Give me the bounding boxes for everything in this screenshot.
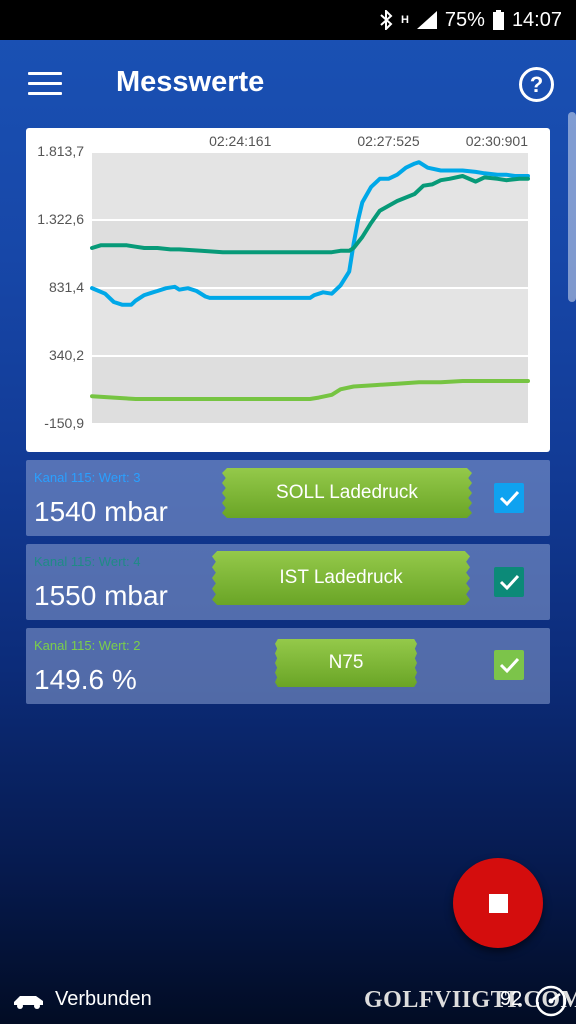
line-chart: 1.813,7 1.322,6 831,4 340,2 -150,9 02:24:161 0… [37, 133, 530, 431]
channel-name-button[interactable]: N75 [275, 639, 417, 687]
bottom-bar: Verbunden GOLFVIIGTI.COM 92 [0, 980, 576, 1024]
check-icon [499, 657, 520, 674]
gauge-icon[interactable] [534, 984, 568, 1023]
series-line-3 [90, 379, 530, 401]
channel-checkbox[interactable] [494, 567, 524, 597]
plot-band [92, 356, 528, 424]
y-tick-label: 1.322,6 [37, 211, 84, 227]
y-tick-label: -150,9 [44, 415, 84, 431]
series-line-1 [90, 160, 530, 307]
channel-label: Kanal 115: Wert: 4 [34, 554, 141, 569]
signal-icon [416, 11, 437, 29]
channel-row: Kanal 115: Wert: 4 1550 mbar IST Ladedru… [26, 544, 550, 620]
channel-name-button[interactable]: SOLL Ladedruck [222, 468, 472, 518]
x-tick-label: 02:27:525 [357, 133, 419, 149]
y-tick-label: 1.813,7 [37, 143, 84, 159]
bluetooth-icon [379, 10, 393, 30]
channel-checkbox[interactable] [494, 650, 524, 680]
channel-name-button[interactable]: IST Ladedruck [212, 551, 470, 605]
counter: 92 [500, 988, 523, 1010]
y-tick-label: 340,2 [49, 347, 84, 363]
channel-checkbox[interactable] [494, 483, 524, 513]
car-icon [12, 988, 46, 1015]
plot-band [92, 152, 528, 220]
channel-row: Kanal 115: Wert: 2 149.6 % N75 [26, 628, 550, 704]
series-line-2 [90, 174, 530, 255]
battery-icon [492, 10, 504, 30]
check-icon [499, 574, 520, 591]
app-bar: Messwerte ? [0, 40, 576, 130]
channel-label: Kanal 115: Wert: 3 [34, 470, 141, 485]
channel-value: 1550 mbar [34, 580, 168, 611]
x-tick-label: 02:24:161 [209, 133, 271, 149]
x-tick-label: 02:30:901 [466, 133, 528, 149]
stop-recording-button[interactable] [453, 858, 543, 948]
help-icon[interactable]: ? [519, 67, 554, 102]
page-title: Messwerte [116, 66, 265, 98]
y-tick-label: 831,4 [49, 279, 84, 295]
channel-row: Kanal 115: Wert: 3 1540 mbar SOLL Ladedr… [26, 460, 550, 536]
stop-icon [489, 894, 508, 913]
channel-value: 1540 mbar [34, 496, 168, 527]
menu-icon[interactable] [28, 72, 62, 98]
channel-value: 149.6 % [34, 664, 137, 695]
network-type-icon: H [400, 14, 409, 26]
status-bar: H 75% 14:07 [0, 0, 576, 40]
check-icon [499, 490, 520, 507]
scrollbar[interactable] [568, 112, 576, 302]
chart-card: 1.813,7 1.322,6 831,4 340,2 -150,9 02:24:161 0… [26, 128, 550, 452]
battery-percent: 75% [444, 8, 485, 31]
channel-label: Kanal 115: Wert: 2 [34, 638, 141, 653]
clock: 14:07 [511, 8, 562, 31]
connection-status: Verbunden [55, 988, 152, 1010]
